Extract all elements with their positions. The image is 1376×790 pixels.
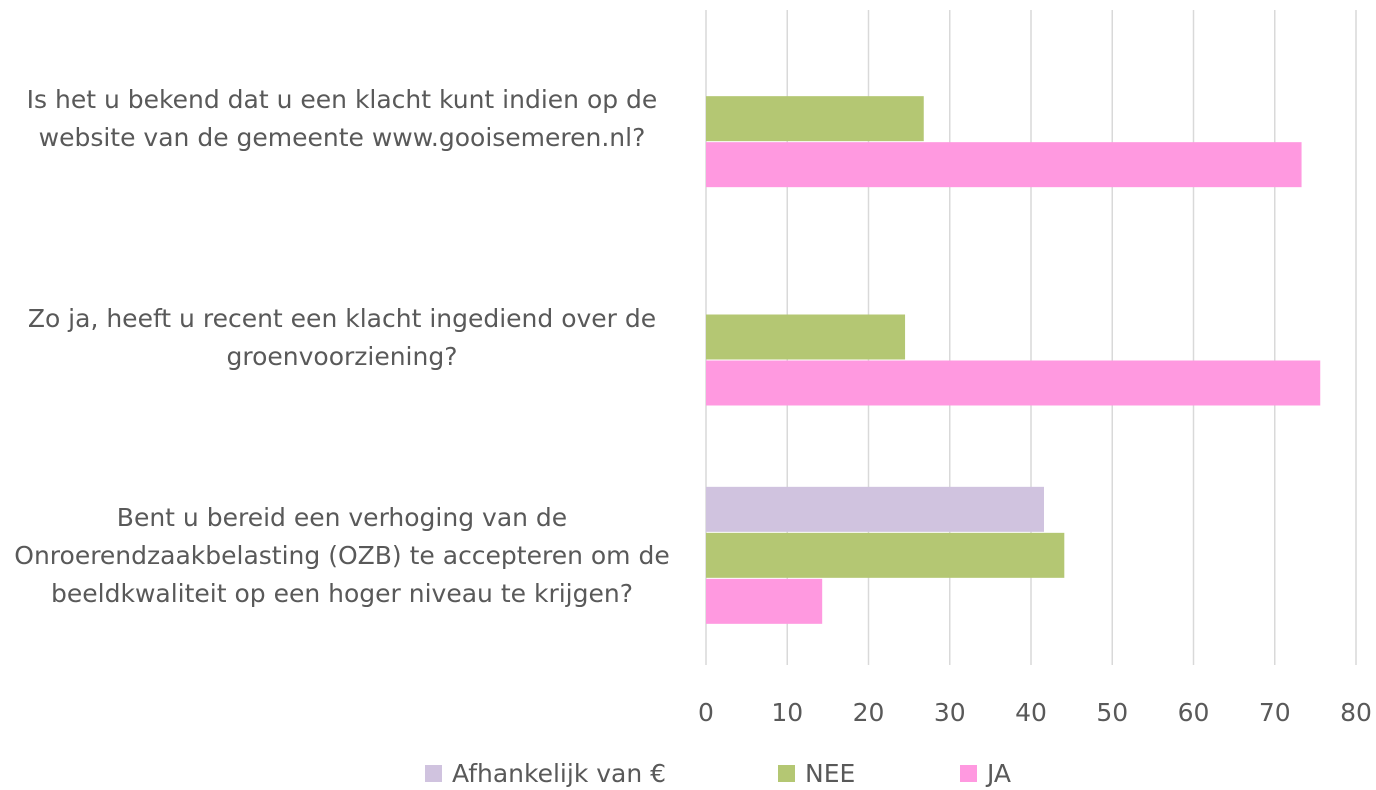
x-tick-label: 50 bbox=[1096, 698, 1128, 727]
bar bbox=[706, 578, 823, 624]
legend-label: JA bbox=[985, 759, 1011, 788]
x-tick-label: 70 bbox=[1259, 698, 1291, 727]
x-tick-label: 60 bbox=[1178, 698, 1210, 727]
category-label: Bent u bereid een verhoging van de Onroe… bbox=[14, 502, 670, 608]
x-tick-label: 40 bbox=[1015, 698, 1047, 727]
bar bbox=[706, 314, 906, 360]
category-label: Zo ja, heeft u recent een klacht ingedie… bbox=[27, 303, 657, 371]
legend-swatch bbox=[425, 765, 442, 782]
bar bbox=[706, 142, 1302, 188]
x-tick-label: 0 bbox=[698, 698, 714, 727]
bar bbox=[706, 532, 1065, 578]
legend-swatch bbox=[778, 765, 795, 782]
legend-label: Afhankelijk van € bbox=[452, 759, 666, 788]
x-tick-label: 80 bbox=[1340, 698, 1372, 727]
bar bbox=[706, 486, 1044, 532]
x-tick-label: 10 bbox=[771, 698, 803, 727]
bar bbox=[706, 96, 924, 142]
bar bbox=[706, 360, 1321, 406]
category-label: Is het u bekend dat u een klacht kunt in… bbox=[26, 85, 658, 153]
legend-label: NEE bbox=[805, 759, 855, 788]
x-tick-label: 20 bbox=[853, 698, 885, 727]
x-tick-label: 30 bbox=[934, 698, 966, 727]
legend-swatch bbox=[960, 765, 977, 782]
